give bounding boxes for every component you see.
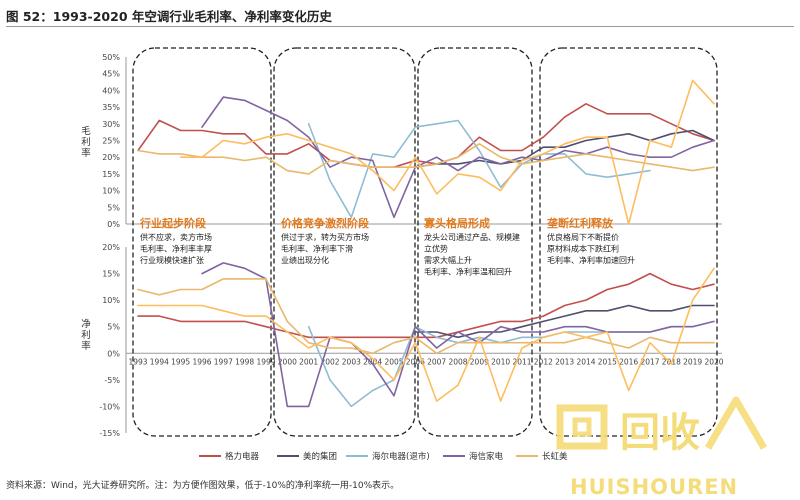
gross-y-tick-label: 10%: [102, 187, 120, 196]
phase-note-line: 需求大幅上升: [424, 255, 472, 265]
watermark-text: 回收: [620, 410, 700, 456]
phase-title-3: 寡头格局形成: [423, 216, 490, 230]
x-tick-label: 2005: [384, 357, 403, 366]
x-tick-label: 2019: [683, 357, 702, 366]
gross-y-tick-label: 40%: [102, 86, 120, 95]
phase-note-line: 毛利率、净利率丰厚: [140, 244, 212, 254]
x-tick-label: 1994: [150, 357, 169, 366]
gross-y-tick-label: 25%: [102, 137, 120, 146]
net-series-line-4: [201, 262, 715, 408]
net-y-tick-label: 20%: [102, 243, 120, 252]
title-divider: [6, 26, 794, 27]
x-tick-label: 1998: [235, 357, 254, 366]
x-tick-label: 2010: [491, 357, 510, 366]
phase-box-4: [539, 47, 718, 437]
watermark-box: [556, 404, 608, 450]
x-tick-label: 2002: [320, 357, 339, 366]
gross-y-tick-label: 35%: [102, 103, 120, 112]
x-tick-label: 2008: [448, 357, 467, 366]
net-y-tick-label: 5%: [107, 323, 120, 332]
phase-title-2: 价格竞争激烈阶段: [281, 216, 369, 230]
x-tick-label: 1995: [171, 357, 190, 366]
x-tick-label: 2009: [470, 357, 489, 366]
phase-note-line: 毛利率、净利率加速回升: [547, 255, 635, 265]
legend-label-1: 格力电器: [225, 451, 260, 462]
watermark-subtext: HUISHOUREN: [570, 475, 738, 499]
gross-series-line-2: [414, 129, 715, 168]
x-tick-label: 1997: [214, 357, 233, 366]
gross-y-tick-label: 30%: [102, 120, 120, 129]
x-tick-label: 2006: [406, 357, 425, 366]
x-tick-label: 1999: [256, 357, 275, 366]
net-y-tick-label: 0%: [107, 349, 120, 358]
x-tick-label: 1996: [192, 357, 211, 366]
phase-box-3: [417, 47, 533, 437]
gross-y-axis-label-char: 率: [81, 147, 91, 159]
phase-title-1: 行业起步阶段: [139, 216, 206, 230]
gross-series-line-4: [201, 96, 715, 219]
x-tick-label: 2011: [512, 357, 531, 366]
gross-y-tick-label: 15%: [102, 170, 120, 179]
net-y-axis-label-char: 率: [81, 340, 91, 352]
net-y-tick-label: -5%: [104, 376, 120, 385]
net-y-axis-label-char: 净: [81, 318, 91, 330]
x-tick-label: 1993: [128, 357, 147, 366]
gross-y-axis-label-char: 毛: [81, 125, 91, 137]
phase-title-4: 垄断红利释放: [547, 216, 614, 230]
gross-y-axis-label-char: 利: [81, 136, 91, 148]
legend-label-2: 美的集团: [303, 451, 337, 462]
gross-series-line-3: [307, 119, 651, 219]
phase-note-line: 供不应求，卖方市场: [140, 232, 212, 242]
x-tick-label: 2003: [342, 357, 361, 366]
phase-note-line: 业绩出现分化: [281, 255, 329, 265]
net-y-tick-label: 10%: [102, 296, 120, 305]
x-tick-label: 2014: [576, 357, 595, 366]
x-tick-label: 2013: [555, 357, 574, 366]
gross-y-tick-label: 5%: [107, 203, 120, 212]
net-series-line-5: [137, 278, 715, 355]
gross-y-tick-label: 50%: [102, 53, 120, 62]
phase-note-line: 毛利率、净利率下滑: [281, 244, 353, 254]
net-series-line-6: [137, 267, 715, 402]
phase-box-2: [273, 47, 416, 437]
phase-note-line: 原材料成本下跌红利: [547, 244, 619, 254]
x-tick-label: 2017: [640, 357, 659, 366]
net-y-axis-label-char: 利: [81, 329, 91, 341]
net-y-tick-label: -10%: [99, 402, 120, 411]
net-y-tick-label: -15%: [99, 429, 120, 438]
gross-series-line-5: [137, 143, 715, 175]
x-tick-label: 2020: [704, 357, 723, 366]
phase-note-line: 毛利率、净利率温和回升: [424, 267, 512, 277]
x-tick-label: 2015: [598, 357, 617, 366]
phase-box-1: [132, 47, 272, 437]
x-tick-label: 2012: [534, 357, 553, 366]
phase-note-line: 优良格局下不断提价: [547, 232, 619, 242]
phase-note-line: 行业规模快速扩张: [140, 255, 204, 265]
legend-label-5: 长虹美: [542, 451, 568, 462]
legend-label-4: 海信家电: [469, 451, 504, 462]
gross-y-tick-label: 0%: [107, 220, 120, 229]
phase-note-line: 立优势: [424, 244, 448, 254]
watermark-logo: [556, 396, 768, 450]
net-series-line-3: [307, 325, 694, 408]
x-tick-label: 2001: [299, 357, 318, 366]
source-note: 资料来源：Wind，光大证券研究所。注：为方便作图效果，低于-10%的净利率统一…: [6, 481, 400, 491]
net-y-tick-label: 15%: [102, 270, 120, 279]
x-tick-label: 2007: [427, 357, 446, 366]
x-tick-label: 2004: [363, 357, 382, 366]
phase-note-line: 龙头公司通过产品、规模建: [424, 232, 520, 242]
gross-y-tick-label: 20%: [102, 153, 120, 162]
x-tick-label: 2016: [619, 357, 638, 366]
gross-y-tick-label: 45%: [102, 70, 120, 79]
gross-series-line-6: [179, 79, 715, 225]
x-tick-label: 2000: [278, 357, 297, 366]
legend-label-3: 海尔电器(退市): [372, 451, 430, 462]
phase-note-line: 供过于求，转为买方市场: [281, 232, 369, 242]
figure-title: 图 52：1993-2020 年空调行业毛利率、净利率变化历史: [6, 9, 332, 24]
watermark-peak-icon: [704, 396, 768, 450]
watermark-inner-box: [572, 417, 592, 437]
